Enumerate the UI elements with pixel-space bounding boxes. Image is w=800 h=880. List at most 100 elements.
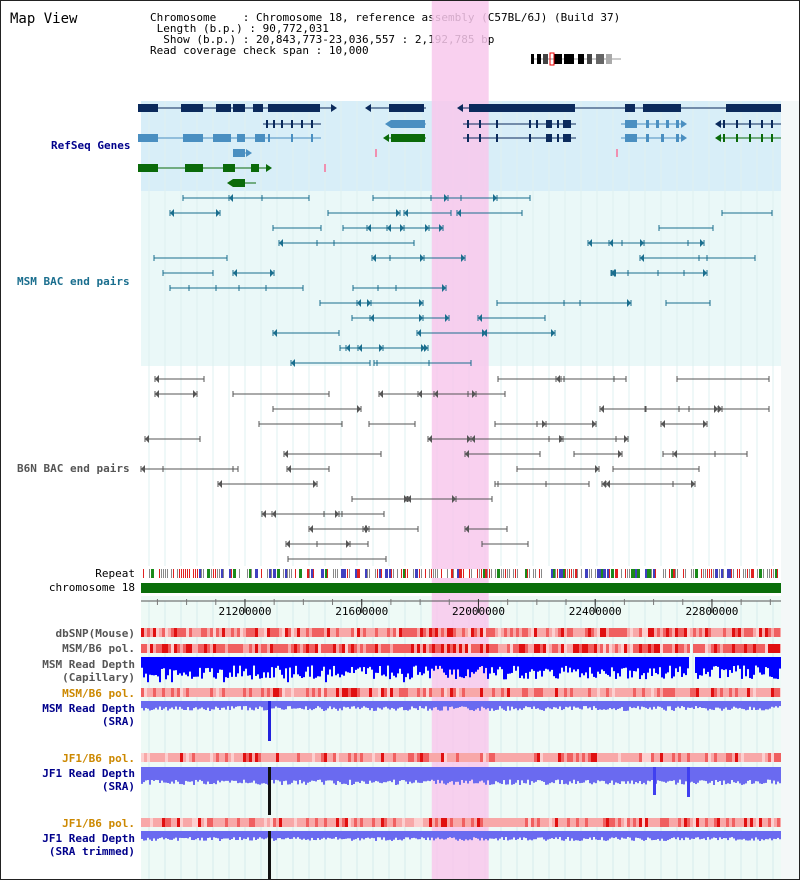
depth-bar [265,701,267,711]
depth-bar [503,701,505,710]
depth-bar [481,767,483,781]
polymorphism-cell [654,644,657,653]
polymorphism-cell [483,818,486,827]
polymorphism-cell [522,628,525,637]
polymorphism-cell [678,688,681,697]
track-label-msm-bac[interactable]: MSM BAC end pairs [17,275,130,288]
depth-bar [623,701,625,711]
repeat-element [607,569,610,578]
gene-marker [324,164,326,172]
polymorphism-cell [582,688,585,697]
depth-bar [701,767,703,781]
polymorphism-cell [231,818,234,827]
track-label-jf1-depth-trim-1[interactable]: JF1 Read Depth [42,832,135,845]
depth-bar [565,701,567,707]
depth-bar [271,701,273,709]
polymorphism-cell [324,818,327,827]
polymorphism-cell [552,753,555,762]
polymorphism-cell [174,628,177,637]
track-label-dbsnp[interactable]: dbSNP(Mouse) [55,627,135,640]
polymorphism-cell [747,688,750,697]
polymorphism-cell [258,644,261,653]
depth-bar [333,831,335,839]
depth-bar [501,767,503,785]
gene-exon [761,134,763,142]
repeat-element [541,569,542,578]
depth-bar [777,767,779,782]
polymorphism-cell [645,644,648,653]
polymorphism-cell [597,688,600,697]
depth-bar [529,831,531,840]
depth-bar [631,831,633,841]
polymorphism-cell [486,688,489,697]
depth-bar [341,767,343,785]
polymorphism-cell [225,644,228,653]
polymorphism-cell [516,644,519,653]
polymorphism-cell [546,818,549,827]
depth-bar [331,701,333,710]
polymorphism-cell [258,818,261,827]
depth-bar [747,767,749,781]
depth-bar [283,657,285,679]
repeat-element [533,569,534,578]
polymorphism-cell [648,688,651,697]
depth-bar [679,831,681,841]
polymorphism-cell [342,628,345,637]
track-label-b6n-bac[interactable]: B6N BAC end pairs [17,462,130,475]
polymorphism-cell [630,628,633,637]
polymorphism-cell [630,818,633,827]
depth-bar [765,657,767,668]
depth-bar [207,831,209,838]
repeat-element [771,569,772,578]
depth-bar [753,657,755,675]
track-label-msm-b6-pol-2[interactable]: MSM/B6 pol. [62,687,135,700]
polymorphism-cell [144,688,147,697]
repeat-element [273,569,276,578]
polymorphism-cell [249,628,252,637]
repeat-element [479,569,480,578]
depth-bar [373,767,375,783]
track-label-jf1-b6-pol-1[interactable]: JF1/B6 pol. [62,752,135,765]
polymorphism-cell [462,818,465,827]
repeat-element [749,569,750,578]
polymorphism-cell [300,688,303,697]
depth-bar [459,701,461,708]
polymorphism-cell [360,818,363,827]
track-label-msm-depth-sra-1[interactable]: MSM Read Depth [42,702,135,715]
track-label-refseq[interactable]: RefSeq Genes [51,139,131,152]
depth-bar [377,767,379,782]
depth-bar [229,767,231,783]
gene-exon [761,120,763,128]
track-label-msm-b6-pol-1[interactable]: MSM/B6 pol. [62,642,135,655]
depth-bar [275,831,277,841]
repeat-element [555,569,556,578]
depth-bar [397,701,399,709]
depth-bar [601,657,603,670]
depth-bar [575,701,577,708]
polymorphism-cell [636,818,639,827]
bac-arrow [461,254,465,262]
track-label-jf1-b6-pol-2[interactable]: JF1/B6 pol. [62,817,135,830]
track-label-msm-depth-cap-1[interactable]: MSM Read Depth [42,658,135,671]
depth-bar [185,767,187,781]
polymorphism-cell [273,753,276,762]
polymorphism-cell [771,628,774,637]
track-label-jf1-depth-sra-1[interactable]: JF1 Read Depth [42,767,135,780]
repeat-element [737,569,738,578]
polymorphism-cell [393,753,396,762]
repeat-element [171,569,172,578]
depth-bar [495,767,497,782]
depth-bar [641,701,643,707]
depth-bar [201,831,203,838]
depth-bar [569,657,571,668]
depth-bar [751,831,753,839]
depth-bar [459,767,461,785]
polymorphism-cell [408,628,411,637]
polymorphism-cell [480,753,483,762]
polymorphism-cell [201,753,204,762]
depth-bar [627,657,629,679]
depth-bar [305,701,307,707]
depth-bar [633,831,635,841]
depth-bar [375,701,377,711]
